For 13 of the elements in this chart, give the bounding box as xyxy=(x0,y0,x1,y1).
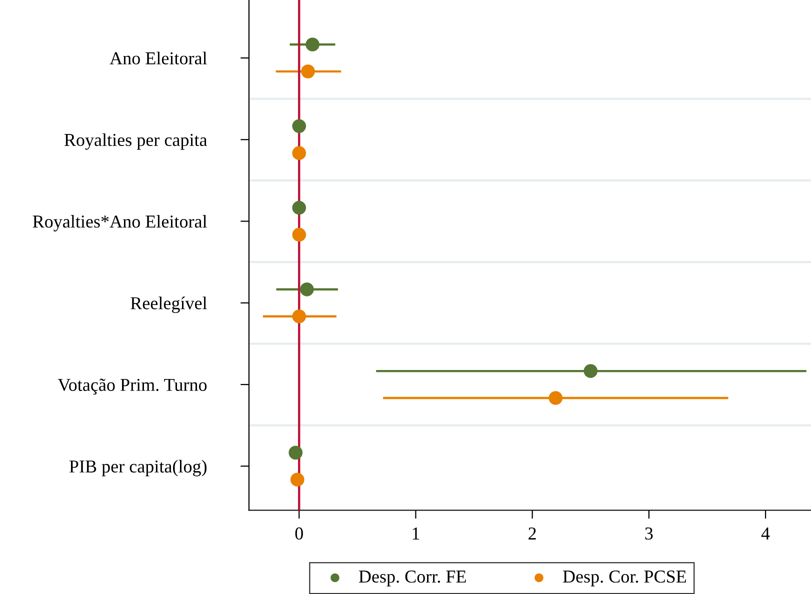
y-tick-label: Royalties*Ano Eleitoral xyxy=(32,214,207,232)
y-tick-label: Ano Eleitoral xyxy=(110,52,207,64)
x-tick-label: 4 xyxy=(761,528,770,540)
legend-label: Desp. Corr. FE xyxy=(358,570,466,586)
x-tick-label: 1 xyxy=(412,528,420,540)
y-tick-label: Votação Prim. Turno xyxy=(58,378,207,395)
x-tick-label: 3 xyxy=(645,527,653,540)
y-tick-label: PIB per capita(log) xyxy=(69,460,207,476)
x-tick-label: 0 xyxy=(295,527,303,540)
y-tick-label: Reelegível xyxy=(130,296,207,314)
legend-label: Desp. Cor. PCSE xyxy=(562,570,686,586)
y-tick-label: Royalties per capita xyxy=(64,133,208,150)
x-tick-label: 2 xyxy=(528,527,536,540)
